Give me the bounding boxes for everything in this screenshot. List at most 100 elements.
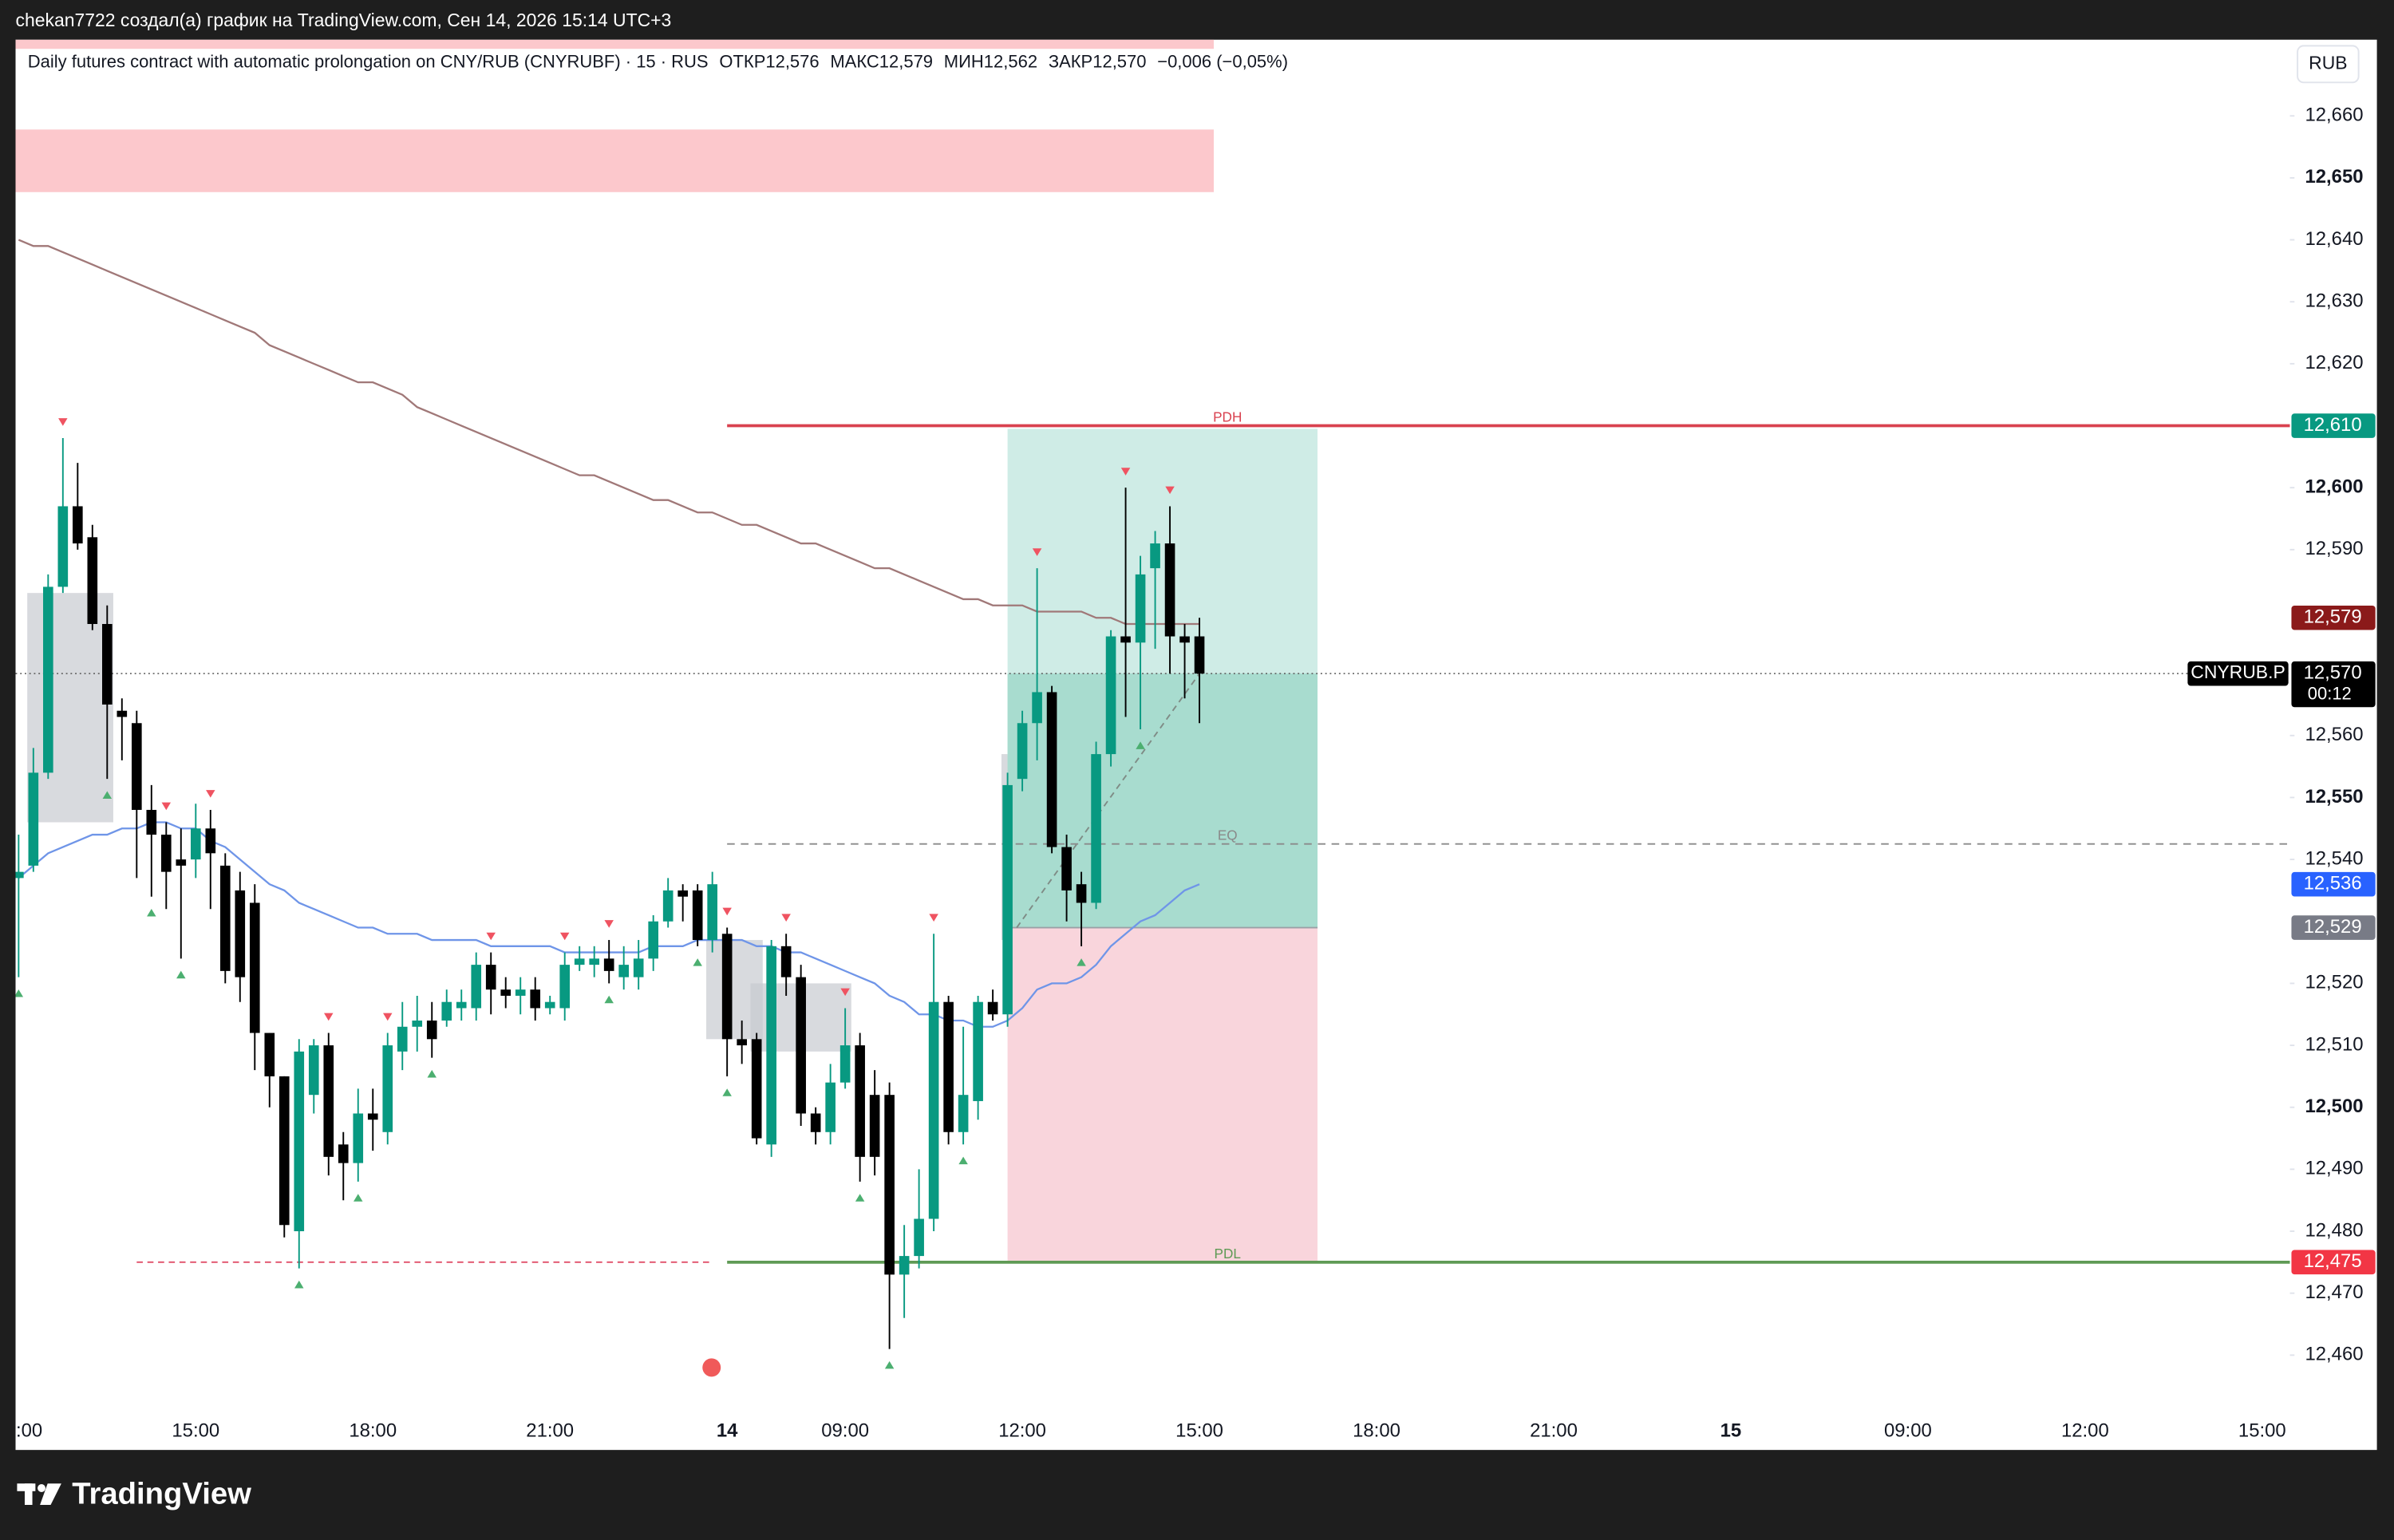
x-tick-label: 12:00 [0,1420,42,1442]
candle-body [1105,636,1116,755]
candle-body [751,1039,762,1139]
symbol-tag-box [2187,661,2289,686]
y-tick-label: 12,630 [2305,290,2363,312]
candle-body [131,723,142,810]
candle-body [574,958,585,965]
legend: Daily futures contract with automatic pr… [28,51,1288,71]
candle-body [633,958,644,977]
candle-body [530,989,541,1009]
sell-marker [383,1013,393,1021]
candle-body [869,1095,880,1157]
y-tick-label: 12,540 [2305,847,2363,869]
open-value: 12,576 [765,51,819,71]
price-label-box [2291,1250,2376,1275]
candle-body [1150,543,1160,569]
candle-body [928,1001,939,1219]
candle-body [426,1021,437,1040]
candle-body [855,1045,865,1157]
candle-body [1164,543,1175,637]
candle-body [943,1001,954,1132]
candle-body [73,506,83,544]
candle-body [279,1076,290,1226]
candle-body [692,890,703,941]
brand: TradingView [72,1477,251,1511]
price-label: 12,610 [2304,414,2362,436]
sell-marker [604,920,614,928]
logo-stem [24,1483,33,1506]
candle-body [441,1001,452,1021]
buy-marker [1077,958,1086,966]
candle-body [15,871,24,879]
sell-marker [206,790,215,798]
level-label: PDH [1213,409,1242,425]
alert-dot [702,1358,721,1377]
candle-body [353,1113,364,1163]
candle-body [810,1113,821,1132]
buy-marker [294,1280,304,1289]
candle-body [323,1045,334,1157]
price-label: 12,529 [2304,916,2362,938]
close-label: ЗАКР [1049,51,1092,71]
candle-body [101,624,113,705]
candle-body [43,586,53,773]
candle-body [176,859,187,866]
y-tick-label: 12,460 [2305,1344,2363,1365]
sell-marker [486,932,496,941]
imbalance-box [27,593,113,823]
candle-body [1061,847,1072,890]
price-label: 12,475 [2304,1250,2362,1272]
buy-marker [604,995,614,1004]
buy-marker [15,989,24,997]
candle-body [367,1113,378,1120]
candle-body [1194,636,1205,674]
candle-body [87,537,98,625]
candle-body [397,1026,408,1052]
candle-body [471,965,482,1009]
logo-dot [38,1483,45,1492]
candle-body [338,1144,349,1163]
candle-body [1135,574,1146,643]
x-tick-label: 09:00 [821,1420,869,1442]
candle-body [1076,884,1087,903]
sell-marker [929,914,938,922]
sell-marker [1032,548,1042,556]
candle-body [737,1039,747,1046]
logo-slash [40,1483,61,1506]
y-tick-label: 12,600 [2305,476,2363,497]
candle-body [308,1045,319,1096]
candle-body [1032,692,1042,724]
candle-body [146,809,157,835]
y-tick-label: 12,550 [2305,786,2363,808]
price-label: 12,579 [2304,606,2362,628]
buy-marker [427,1069,437,1078]
candle-body [839,1045,851,1083]
currency-button[interactable] [2297,45,2360,84]
y-tick-label: 12,590 [2305,538,2363,559]
buy-marker [693,958,702,966]
candle-body [618,965,630,977]
symbol-tag: CNYRUB.P [2191,661,2285,682]
currency: RUB [2309,52,2347,73]
candle-body [28,772,39,866]
buy-marker [958,1156,968,1165]
candle-body [973,1001,983,1101]
candle-body [589,958,600,965]
candle-body [780,946,792,977]
buy-marker [722,1088,732,1096]
candle-body [721,934,733,1040]
countdown: 00:12 [2308,684,2352,704]
open-label: ОТКР [719,51,765,71]
x-tick-label: 12:00 [2061,1420,2109,1442]
candle-body [235,890,246,977]
candle-body [1002,784,1013,1015]
symbol-desc: Daily futures contract with automatic pr… [28,51,709,71]
y-tick-label: 12,470 [2305,1281,2363,1303]
zone-strip [15,39,1215,49]
position-path [1016,673,1200,929]
candle-body [190,828,201,860]
high-label: МАКС [830,51,879,71]
candle-body [500,989,512,996]
y-tick-label: 12,520 [2305,972,2363,993]
sell-marker [161,802,172,811]
candle-body [264,1033,275,1076]
